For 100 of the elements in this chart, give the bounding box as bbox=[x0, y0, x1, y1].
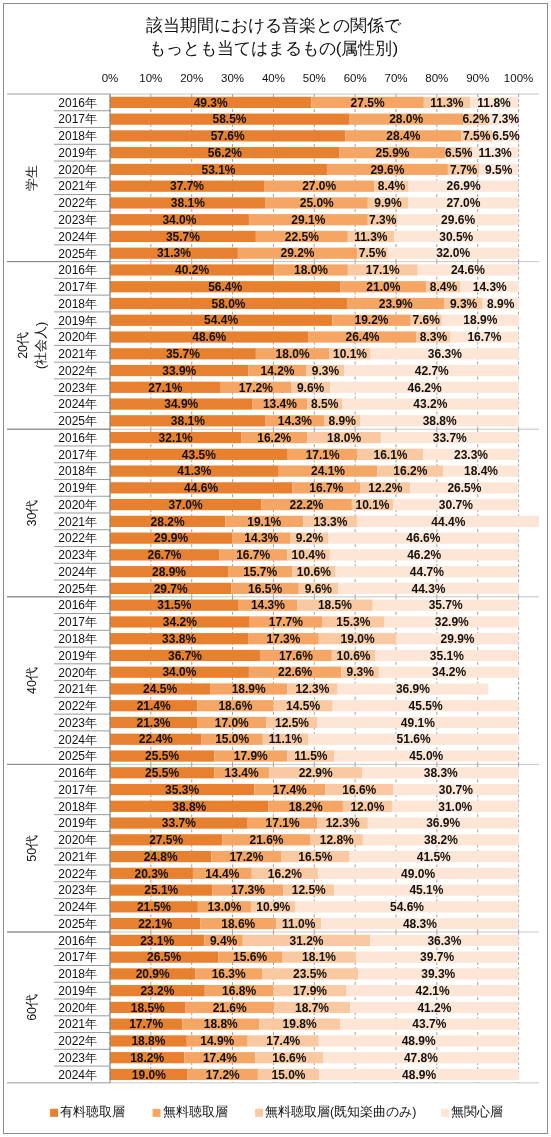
y-tick-label: 2021年 bbox=[58, 1017, 97, 1032]
data-label: 43.5% bbox=[181, 447, 217, 462]
data-label: 38.2% bbox=[423, 833, 459, 848]
y-tick-label: 2018年 bbox=[58, 296, 97, 311]
y-tick-label: 2021年 bbox=[58, 682, 97, 697]
data-label: 11.1% bbox=[268, 732, 303, 747]
data-label: 43.2% bbox=[413, 397, 448, 412]
data-label: 6.5% bbox=[445, 145, 473, 160]
data-label: 45.1% bbox=[409, 883, 444, 898]
y-tick-label: 2024年 bbox=[58, 229, 97, 244]
data-label: 25.0% bbox=[299, 196, 335, 211]
y-tick-label: 2023年 bbox=[58, 213, 97, 227]
data-label: 29.1% bbox=[291, 212, 326, 227]
data-label: 28.0% bbox=[389, 112, 424, 127]
bar bbox=[334, 884, 519, 896]
y-tick-label: 2021年 bbox=[58, 849, 97, 864]
data-label: 24.5% bbox=[143, 682, 178, 697]
y-tick-label: 2020年 bbox=[58, 665, 97, 680]
y-tick-label: 2025年 bbox=[58, 246, 97, 261]
legend-label: 無料聴取層(既知楽曲のみ) bbox=[265, 1105, 417, 1120]
data-label: 25.5% bbox=[145, 749, 180, 764]
data-label: 18.2% bbox=[288, 799, 324, 814]
data-label: 29.7% bbox=[153, 581, 189, 596]
data-label: 19.2% bbox=[354, 313, 389, 328]
data-label: 23.2% bbox=[140, 983, 175, 998]
y-tick-label: 2023年 bbox=[58, 548, 97, 563]
data-label: 32.9% bbox=[434, 615, 470, 630]
y-tick-label: 2024年 bbox=[58, 564, 97, 579]
data-label: 56.4% bbox=[208, 279, 243, 294]
data-label: 27.0% bbox=[446, 196, 481, 211]
data-label: 14.4% bbox=[205, 866, 240, 881]
data-label: 9.6% bbox=[296, 380, 325, 395]
data-label: 16.6% bbox=[272, 1050, 307, 1065]
data-label: 58.5% bbox=[212, 112, 247, 127]
data-label: 27.5% bbox=[149, 833, 184, 848]
data-label: 19.1% bbox=[247, 514, 282, 529]
y-tick-label: 2024年 bbox=[58, 1067, 97, 1082]
x-tick-label: 80% bbox=[425, 72, 449, 84]
bar bbox=[295, 901, 519, 913]
y-tick-label: 2019年 bbox=[58, 481, 97, 496]
data-label: 7.3% bbox=[369, 212, 397, 227]
data-label: 41.5% bbox=[416, 849, 452, 864]
data-label: 13.4% bbox=[224, 765, 259, 780]
y-tick-label: 2024年 bbox=[58, 397, 97, 412]
bar bbox=[110, 465, 279, 477]
data-label: 49.0% bbox=[401, 866, 436, 881]
data-label: 22.5% bbox=[284, 229, 320, 244]
data-label: 54.4% bbox=[204, 313, 239, 328]
data-label: 22.2% bbox=[289, 497, 324, 512]
data-label: 30.7% bbox=[438, 497, 474, 512]
data-label: 24.1% bbox=[310, 464, 346, 479]
data-label: 18.2% bbox=[130, 1050, 165, 1065]
data-label: 10.4% bbox=[291, 548, 326, 563]
data-label: 14.9% bbox=[200, 1034, 235, 1049]
data-label: 34.0% bbox=[162, 212, 197, 227]
data-label: 12.0% bbox=[350, 799, 385, 814]
data-label: 18.0% bbox=[327, 430, 362, 445]
bar bbox=[110, 817, 248, 829]
data-label: 12.5% bbox=[291, 883, 327, 898]
data-label: 46.6% bbox=[406, 531, 441, 546]
y-axis-title: 40代 bbox=[24, 667, 39, 695]
data-label: 21.5% bbox=[136, 900, 172, 915]
data-label: 33.9% bbox=[162, 363, 197, 378]
data-label: 9.6% bbox=[304, 581, 333, 596]
data-label: 31.5% bbox=[157, 598, 192, 613]
data-label: 57.6% bbox=[210, 129, 246, 144]
data-label: 25.1% bbox=[144, 883, 179, 898]
data-label: 12.3% bbox=[325, 816, 361, 831]
bar bbox=[342, 398, 519, 410]
data-label: 7.6% bbox=[412, 313, 441, 328]
data-label: 38.8% bbox=[422, 414, 458, 429]
y-tick-label: 2018年 bbox=[58, 464, 97, 479]
y-tick-label: 2020年 bbox=[58, 330, 97, 345]
data-label: 29.9% bbox=[440, 631, 475, 646]
y-tick-label: 2024年 bbox=[58, 900, 97, 915]
data-label: 24.6% bbox=[450, 263, 486, 278]
y-tick-label: 2016年 bbox=[58, 766, 97, 781]
data-label: 17.3% bbox=[266, 631, 301, 646]
data-label: 26.9% bbox=[446, 179, 481, 194]
data-label: 45.5% bbox=[408, 698, 443, 713]
bar bbox=[329, 549, 519, 561]
data-label: 23.5% bbox=[292, 967, 328, 982]
x-tick-label: 60% bbox=[343, 72, 367, 84]
bar bbox=[358, 968, 519, 980]
data-label: 33.8% bbox=[162, 631, 197, 646]
data-label: 30.5% bbox=[439, 229, 474, 244]
y-tick-label: 2020年 bbox=[58, 162, 97, 177]
data-label: 19.8% bbox=[282, 1017, 317, 1032]
y-tick-label: 2022年 bbox=[58, 531, 97, 546]
y-tick-label: 2022年 bbox=[58, 363, 97, 378]
data-label: 16.2% bbox=[257, 430, 292, 445]
data-label: 7.5% bbox=[463, 129, 491, 144]
y-tick-label: 2025年 bbox=[58, 749, 97, 764]
data-label: 14.5% bbox=[286, 698, 321, 713]
data-label: 22.4% bbox=[138, 732, 174, 747]
data-label: 10.1% bbox=[333, 346, 368, 361]
data-label: 46.2% bbox=[407, 548, 442, 563]
data-label: 18.1% bbox=[301, 950, 337, 965]
data-label: 18.5% bbox=[317, 598, 353, 613]
y-tick-label: 2023年 bbox=[58, 883, 97, 898]
